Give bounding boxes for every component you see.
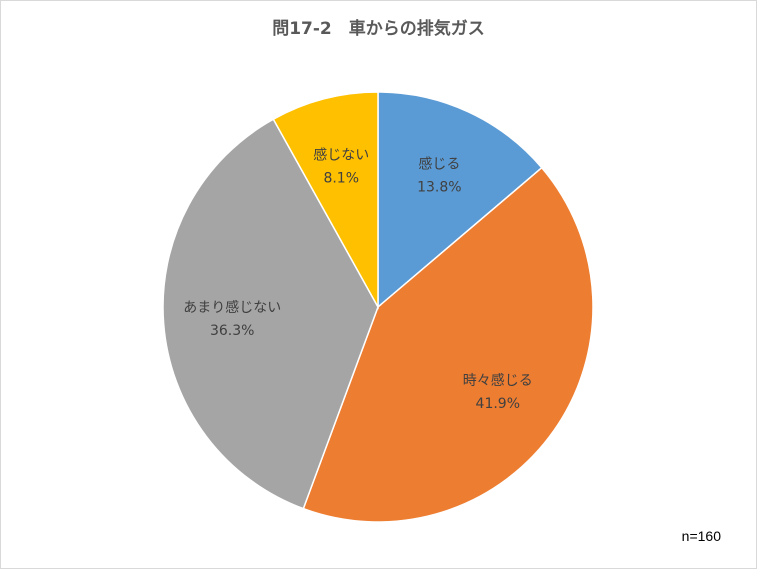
- slice-value-label-3: 36.3%: [210, 323, 254, 339]
- sample-size-note: n=160: [681, 528, 721, 544]
- pie-labels: 感じる 13.8% 時々感じる 41.9% あまり感じない 36.3% 感じない 8.1%: [183, 146, 533, 411]
- slice-label-4: 感じない: [313, 146, 369, 163]
- slice-label-3: あまり感じない: [183, 299, 281, 316]
- chart-title: 問17-2 車からの排気ガス: [272, 19, 485, 39]
- slice-label-2: 時々感じる: [463, 372, 533, 389]
- pie-slice-1: [377, 91, 543, 309]
- pie-slice-3: [162, 118, 379, 510]
- slice-value-label-2: 41.9%: [476, 396, 520, 412]
- pie-slice-2: [302, 166, 594, 523]
- pie-slices: [162, 91, 594, 523]
- slice-value-label-1: 13.8%: [417, 179, 461, 195]
- slice-label-1: 感じる: [418, 155, 460, 172]
- pie-slice-4: [272, 91, 379, 310]
- slice-value-label-4: 8.1%: [323, 170, 359, 186]
